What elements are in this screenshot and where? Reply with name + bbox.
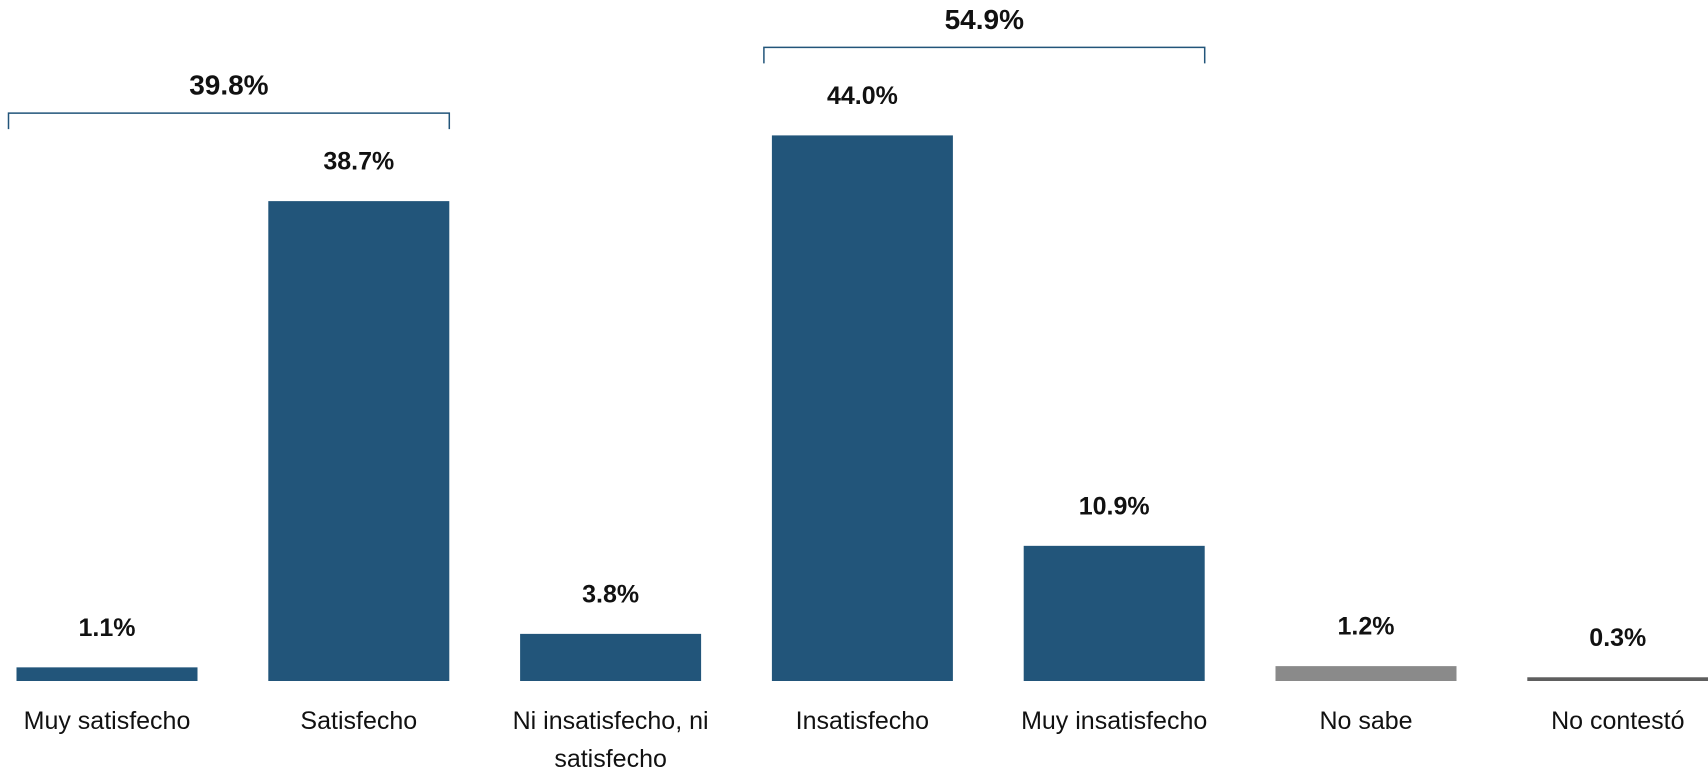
value-label: 1.1%: [79, 614, 136, 642]
bar: [1275, 666, 1457, 681]
bar: [1527, 677, 1708, 681]
value-label: 0.3%: [1589, 624, 1646, 652]
x-tick-label: No sabe: [1319, 707, 1413, 735]
value-label: 10.9%: [1079, 492, 1150, 520]
bracket: [7, 112, 451, 130]
x-tick-label: Muy insatisfecho: [1021, 707, 1208, 735]
x-tick-label: Insatisfecho: [795, 707, 930, 735]
bar: [16, 667, 198, 681]
value-label: 44.0%: [827, 82, 898, 110]
annotation-label: 39.8%: [189, 70, 268, 101]
x-tick-label: Ni insatisfecho, ni satisfecho: [512, 707, 709, 773]
annotation-label: 54.9%: [945, 4, 1024, 35]
bar: [1023, 545, 1205, 681]
bracket: [763, 46, 1206, 64]
x-tick-label: Muy satisfecho: [23, 707, 191, 735]
bar: [520, 633, 702, 681]
bar: [268, 201, 450, 681]
value-label: 1.2%: [1338, 613, 1395, 641]
bar: [771, 135, 953, 681]
x-tick-label: Satisfecho: [300, 707, 418, 735]
value-label: 38.7%: [323, 148, 394, 176]
value-label: 3.8%: [582, 580, 639, 608]
x-tick-label: No contestó: [1551, 707, 1685, 735]
